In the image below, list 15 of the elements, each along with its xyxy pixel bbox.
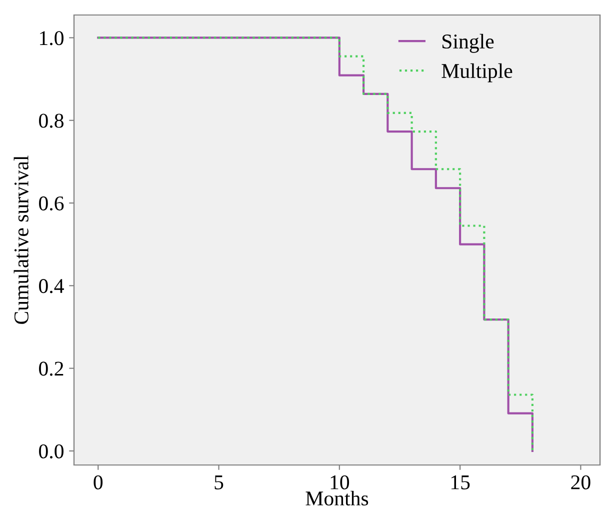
x-axis-title: Months	[306, 490, 368, 506]
legend-label: Multiple	[442, 63, 512, 82]
y-tick-label: 1.0	[40, 31, 64, 46]
y-axis-title: Cumulative survival	[14, 156, 28, 324]
x-tick-label: 5	[214, 476, 224, 490]
y-tick-label: 0.4	[39, 279, 64, 294]
x-tick-label: 20	[571, 475, 590, 490]
x-tick-label: 15	[451, 475, 470, 490]
x-tick-label: 0	[94, 475, 103, 490]
y-tick-label: 0.0	[39, 444, 64, 458]
x-tick-label: 10	[330, 475, 350, 490]
y-tick-label: 0.6	[39, 196, 64, 211]
y-tick-label: 0.8	[39, 114, 64, 128]
y-tick-label: 0.2	[39, 362, 64, 376]
legend-label: Single	[442, 34, 494, 53]
